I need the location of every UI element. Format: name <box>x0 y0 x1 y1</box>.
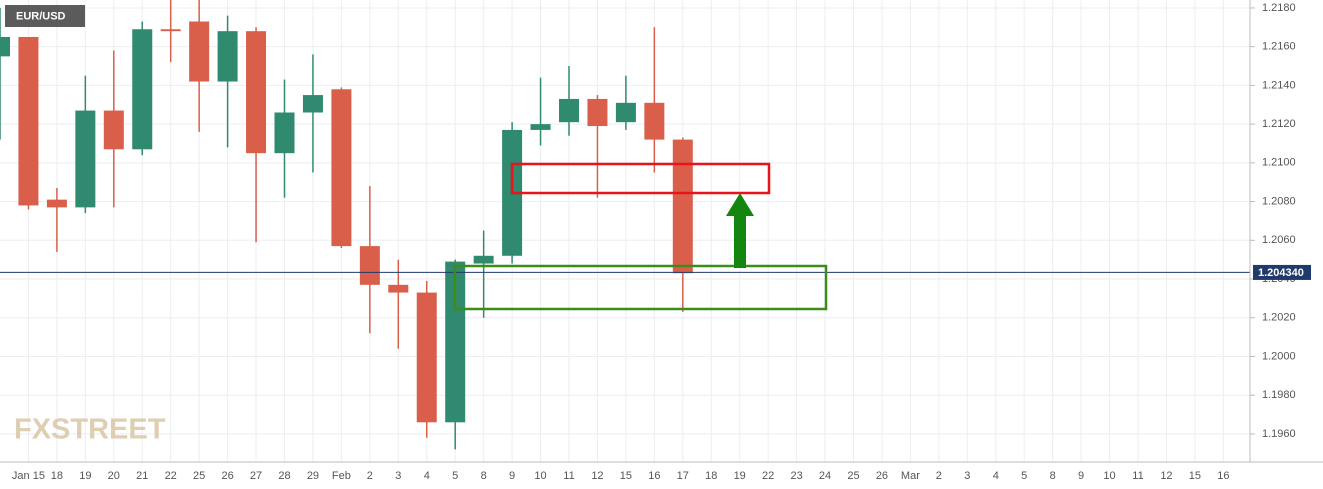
x-tick-label: 4 <box>424 470 430 482</box>
y-tick-label: 1.2060 <box>1262 234 1296 246</box>
y-tick-label: 1.2080 <box>1262 195 1296 207</box>
x-tick-label: 26 <box>876 470 888 482</box>
y-tick-label: 1.1960 <box>1262 428 1296 440</box>
x-tick-label: 24 <box>819 470 831 482</box>
price-badge <box>1253 264 1311 280</box>
candle-body <box>530 124 551 130</box>
candle-body <box>587 98 608 127</box>
x-tick-label: 4 <box>993 470 999 482</box>
candle-body <box>445 261 466 423</box>
x-tick-label: 9 <box>1078 470 1084 482</box>
x-tick-label: 21 <box>136 470 148 482</box>
x-tick-label: 19 <box>734 470 746 482</box>
x-tick-label: 9 <box>509 470 515 482</box>
candle-body <box>416 292 437 423</box>
candle-body <box>559 98 579 123</box>
symbol-badge <box>5 5 85 27</box>
x-tick-label: 15 <box>620 470 632 482</box>
y-tick-label: 1.2100 <box>1262 157 1296 169</box>
x-tick-label: 10 <box>534 470 546 482</box>
x-tick-label: 26 <box>221 470 233 482</box>
x-tick-label: 12 <box>591 470 603 482</box>
x-tick-label: 15 <box>1189 470 1201 482</box>
x-tick-label: 29 <box>307 470 319 482</box>
x-tick-label: 5 <box>1021 470 1027 482</box>
x-tick-label: 25 <box>847 470 859 482</box>
x-tick-label: 10 <box>1103 470 1115 482</box>
x-tick-label: 2 <box>936 470 942 482</box>
y-tick-label: 1.2160 <box>1262 41 1296 53</box>
candle-body <box>160 29 181 32</box>
candle-body <box>217 31 238 82</box>
x-tick-label: 2 <box>367 470 373 482</box>
grid <box>0 0 1250 462</box>
candle-body <box>0 36 10 57</box>
x-tick-label: Feb <box>332 470 351 482</box>
candle-body <box>103 110 124 150</box>
candle-body <box>473 255 494 264</box>
x-tick-label: 11 <box>1132 470 1143 482</box>
candle-body <box>359 246 380 285</box>
x-tick-label: 22 <box>762 470 774 482</box>
support-box <box>453 264 828 311</box>
y-tick-label: 1.2140 <box>1262 79 1296 91</box>
watermark: FXSTREET <box>14 414 166 446</box>
x-tick-label: 8 <box>1050 470 1056 482</box>
candle-body <box>132 29 153 150</box>
candle-body <box>246 31 267 154</box>
x-tick-label: 3 <box>395 470 401 482</box>
candle-body <box>274 112 295 154</box>
x-tick-label: 5 <box>452 470 458 482</box>
axis-labels: 1.2180 1.2160 1.2140 1.2120 1.2100 1.2080 1.20… <box>12 2 1311 482</box>
candle-body <box>644 102 665 140</box>
x-tick-label: 25 <box>193 470 205 482</box>
y-tick-label: 1.2020 <box>1262 312 1296 324</box>
x-tick-label: 16 <box>648 470 660 482</box>
candle-body <box>388 284 409 293</box>
candle-body <box>75 110 96 208</box>
chart-title: EUR/USD <box>16 10 66 22</box>
y-tick-label: 1.2180 <box>1262 2 1296 14</box>
x-tick-label: Jan 15 <box>12 470 45 482</box>
y-tick-label: 1.2000 <box>1262 350 1296 362</box>
candle-body <box>189 21 210 82</box>
x-tick-label: 18 <box>705 470 717 482</box>
x-tick-label: 12 <box>1160 470 1172 482</box>
x-tick-label: 19 <box>79 470 91 482</box>
resistance-box <box>510 162 771 195</box>
x-tick-label: Mar <box>901 470 920 482</box>
candles <box>0 0 1250 450</box>
x-tick-label: 8 <box>481 470 487 482</box>
candle-body <box>331 89 352 247</box>
x-tick-label: 23 <box>790 470 802 482</box>
candle-body <box>302 95 323 113</box>
x-tick-label: 27 <box>250 470 262 482</box>
candle-body <box>46 199 67 208</box>
y-tick-label: 1.1980 <box>1262 389 1296 401</box>
x-tick-label: 22 <box>165 470 177 482</box>
x-tick-label: 16 <box>1217 470 1229 482</box>
up-arrow <box>726 193 754 268</box>
candle-body <box>615 102 636 123</box>
x-tick-label: 17 <box>677 470 689 482</box>
y-tick-label: 1.2120 <box>1262 118 1296 130</box>
candle-body <box>18 36 39 206</box>
price-label: 1.204340 <box>1258 267 1304 279</box>
x-tick-label: 11 <box>563 470 574 482</box>
x-tick-label: 28 <box>278 470 290 482</box>
candle-body <box>672 139 693 274</box>
plot-area <box>0 0 1250 462</box>
x-tick-label: 18 <box>51 470 63 482</box>
x-tick-label: 20 <box>108 470 120 482</box>
x-tick-label: 3 <box>964 470 970 482</box>
